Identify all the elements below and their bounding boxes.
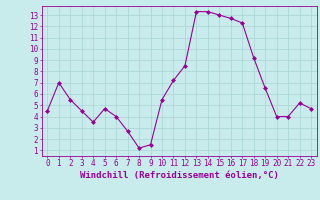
X-axis label: Windchill (Refroidissement éolien,°C): Windchill (Refroidissement éolien,°C) [80,171,279,180]
